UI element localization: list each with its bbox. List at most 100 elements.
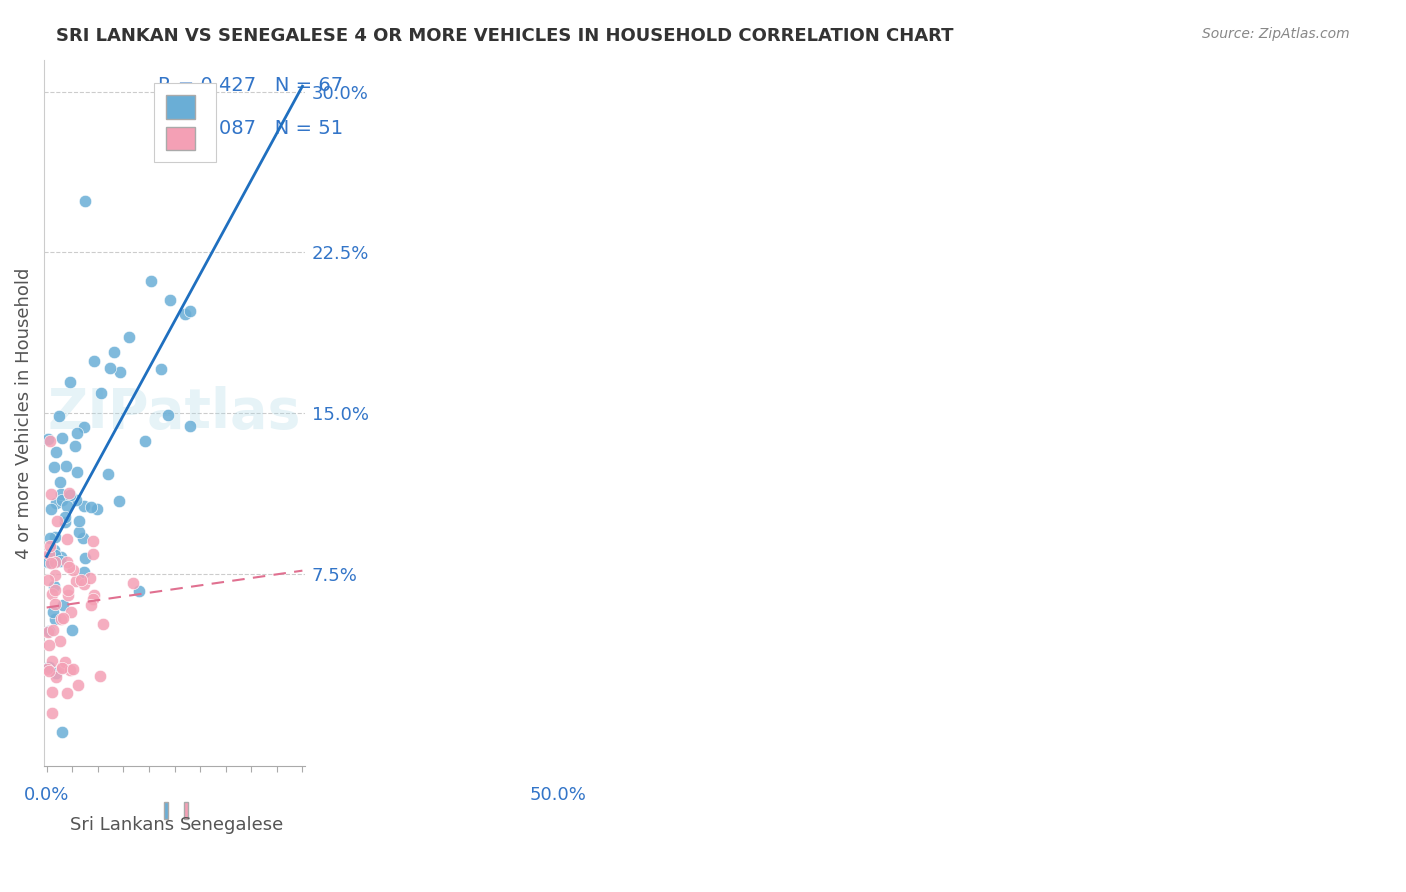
Y-axis label: 4 or more Vehicles in Household: 4 or more Vehicles in Household <box>15 268 32 558</box>
Point <box>56 588 79 602</box>
Point <box>59 663 82 677</box>
Bar <box>184 802 187 820</box>
Point <box>103 344 125 359</box>
Point <box>56 686 79 700</box>
Point <box>134 434 156 449</box>
Point <box>56 556 79 570</box>
Point <box>44 530 66 544</box>
Point <box>44 548 66 562</box>
Point <box>66 465 89 479</box>
Point <box>37 625 59 640</box>
Point <box>51 725 73 739</box>
Point <box>56 499 79 513</box>
Point <box>73 550 96 565</box>
Text: R = 0.087   N = 51: R = 0.087 N = 51 <box>157 119 343 137</box>
Point <box>62 662 84 676</box>
Point <box>82 547 104 561</box>
Point <box>188 106 211 120</box>
Point <box>55 458 77 473</box>
Text: 0.0%: 0.0% <box>24 786 69 804</box>
Point <box>79 571 101 585</box>
Point <box>51 492 73 507</box>
Point <box>67 524 90 539</box>
Point <box>44 460 66 475</box>
Point <box>63 439 86 453</box>
Point <box>38 549 60 563</box>
Point <box>52 611 75 625</box>
Point <box>59 605 82 619</box>
Point <box>39 531 62 545</box>
Point <box>73 419 96 434</box>
Text: R = 0.427   N = 67: R = 0.427 N = 67 <box>157 77 343 95</box>
Point <box>70 573 93 587</box>
Point <box>39 487 62 501</box>
Point <box>44 555 66 569</box>
Point <box>42 542 65 557</box>
Point <box>42 605 65 619</box>
Point <box>98 360 121 375</box>
Point <box>58 485 80 500</box>
Point <box>41 706 63 720</box>
Text: 50.0%: 50.0% <box>530 786 586 804</box>
Point <box>159 293 181 308</box>
Point <box>38 664 60 678</box>
Text: SRI LANKAN VS SENEGALESE 4 OR MORE VEHICLES IN HOUSEHOLD CORRELATION CHART: SRI LANKAN VS SENEGALESE 4 OR MORE VEHIC… <box>56 27 953 45</box>
Point <box>59 376 82 390</box>
Point <box>39 501 62 516</box>
Point <box>58 559 80 574</box>
Legend: , : , <box>153 84 217 162</box>
Point <box>42 578 65 592</box>
Point <box>39 556 62 570</box>
Point <box>97 467 120 481</box>
Point <box>122 576 145 591</box>
Point <box>173 307 195 321</box>
Point <box>39 539 62 553</box>
Point <box>66 678 89 692</box>
Point <box>38 434 60 449</box>
Point <box>56 532 79 546</box>
Point <box>37 662 59 676</box>
Point <box>56 582 79 597</box>
Point <box>108 365 131 379</box>
Point <box>179 304 201 318</box>
Point <box>67 514 90 528</box>
Point <box>65 493 87 508</box>
Point <box>72 576 94 591</box>
Point <box>41 554 63 568</box>
Point <box>82 533 104 548</box>
Point <box>86 502 108 516</box>
Point <box>157 408 180 422</box>
Point <box>89 669 111 683</box>
Point <box>44 597 66 611</box>
Point <box>66 425 89 440</box>
Point <box>38 660 60 674</box>
Point <box>41 586 63 600</box>
Point <box>53 655 76 669</box>
Point <box>49 634 72 648</box>
Point <box>45 496 67 510</box>
Point <box>91 617 114 632</box>
Point <box>44 612 66 626</box>
Point <box>65 574 87 588</box>
Point <box>41 685 63 699</box>
Point <box>51 661 73 675</box>
Point <box>80 598 103 612</box>
Text: Senegalese: Senegalese <box>180 816 284 834</box>
Point <box>53 510 76 524</box>
Point <box>52 598 75 612</box>
Point <box>37 573 59 587</box>
Point <box>38 547 60 561</box>
Bar <box>165 802 167 820</box>
Point <box>41 654 63 668</box>
Point <box>48 554 70 568</box>
Point <box>49 475 72 490</box>
Point <box>118 330 141 344</box>
Point <box>44 567 66 582</box>
Point <box>82 591 104 606</box>
Point <box>72 531 94 545</box>
Point <box>179 419 201 434</box>
Point <box>49 486 72 500</box>
Point <box>80 500 103 514</box>
Point <box>45 514 67 528</box>
Point <box>73 500 96 514</box>
